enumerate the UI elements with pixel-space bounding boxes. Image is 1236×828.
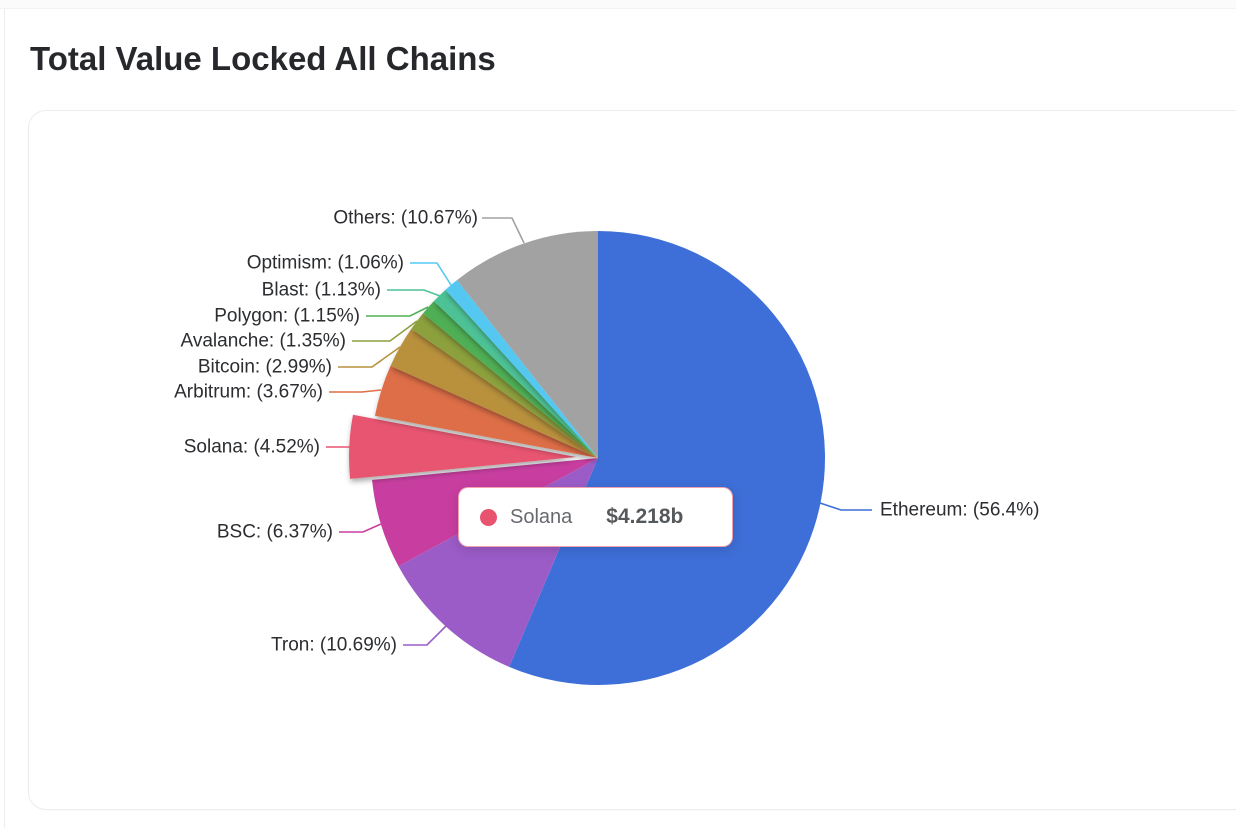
top-strip [0,0,1236,9]
pie-label-solana: Solana: (4.52%) [184,437,320,458]
pie-label-arbitrum: Arbitrum: (3.67%) [174,382,323,403]
pie-label-line-others [482,217,525,244]
pie-label-line-ethereum [819,502,872,511]
pie-label-line-optimism [410,262,452,286]
pie-label-ethereum: Ethereum: (56.4%) [880,500,1039,521]
pie-label-avalanche: Avalanche: (1.35%) [181,331,346,352]
page-title: Total Value Locked All Chains [30,40,496,77]
pie-label-optimism: Optimism: (1.06%) [247,253,404,274]
pie-slice-blast[interactable] [433,289,598,458]
pie-label-line-bitcoin [338,346,401,368]
pie-label-others: Others: (10.67%) [333,208,478,229]
pie-slice-polygon[interactable] [423,301,598,458]
pie-slice-bitcoin[interactable] [390,328,598,458]
pie-label-line-tron [403,625,447,646]
pie-label-line-avalanche [352,320,418,342]
pie-label-line-polygon [366,306,429,317]
chart-tooltip: Solana $4.218b [458,487,733,547]
tooltip-series-value: $4.218b [606,505,684,528]
pie-slice-ethereum[interactable] [509,231,826,686]
pie-slice-arbitrum[interactable] [374,365,598,458]
pie-label-polygon: Polygon: (1.15%) [214,306,360,327]
pie-slice-others[interactable] [456,231,598,458]
pie-label-blast: Blast: (1.13%) [262,280,381,301]
pie-slice-optimism[interactable] [445,280,598,458]
pie-slice-solana[interactable] [349,414,577,479]
pie-label-bitcoin: Bitcoin: (2.99%) [198,357,332,378]
pie-label-line-bsc [339,523,382,533]
pie-label-line-arbitrum [329,389,382,393]
left-rule [4,9,5,828]
tooltip-series-name: Solana [510,505,573,528]
tooltip-series-dot [480,508,497,526]
pie-label-line-blast [387,289,441,297]
pie-slice-avalanche[interactable] [411,313,598,458]
pie-label-bsc: BSC: (6.37%) [217,522,333,543]
pie-label-tron: Tron: (10.69%) [271,635,397,656]
